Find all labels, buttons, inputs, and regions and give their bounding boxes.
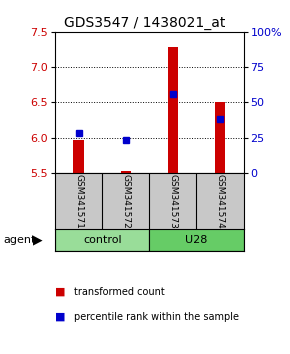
Text: ■: ■ <box>55 312 66 322</box>
Text: GSM341571: GSM341571 <box>74 174 83 229</box>
Text: ▶: ▶ <box>33 234 43 247</box>
Bar <box>149 229 244 251</box>
Text: percentile rank within the sample: percentile rank within the sample <box>74 312 239 322</box>
Bar <box>73 140 84 173</box>
Text: U28: U28 <box>185 235 208 245</box>
Bar <box>215 102 225 173</box>
Bar <box>121 171 131 173</box>
Text: GDS3547 / 1438021_at: GDS3547 / 1438021_at <box>64 16 226 30</box>
Text: GSM341573: GSM341573 <box>168 174 177 229</box>
Bar <box>55 229 149 251</box>
Text: control: control <box>83 235 122 245</box>
Text: agent: agent <box>3 235 35 245</box>
Text: GSM341572: GSM341572 <box>121 174 130 229</box>
Text: transformed count: transformed count <box>74 287 165 297</box>
Bar <box>168 47 178 173</box>
Text: GSM341574: GSM341574 <box>215 174 224 229</box>
Text: ■: ■ <box>55 287 66 297</box>
